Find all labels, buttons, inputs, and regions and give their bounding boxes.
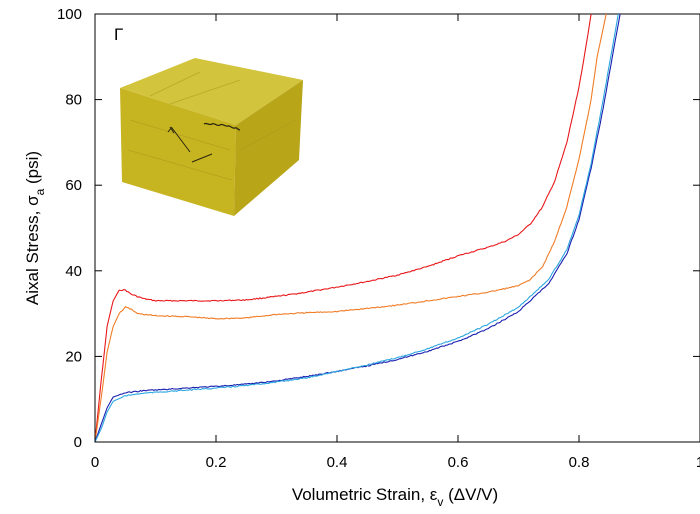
series-line-1 xyxy=(94,13,592,443)
x-axis-title-main: Volumetric Strain, ε xyxy=(292,485,438,504)
y-axis-title: Aixal Stress, σa (psi) xyxy=(23,151,47,305)
panel-label: Γ xyxy=(114,25,123,44)
x-tick-label: 0 xyxy=(91,454,99,471)
y-tick-label: 100 xyxy=(57,6,82,23)
x-tick-label: 0.8 xyxy=(569,454,590,471)
y-tick-label: 40 xyxy=(65,263,82,280)
y-tick-label: 80 xyxy=(65,92,82,109)
plot-border xyxy=(94,13,700,443)
series-line-4 xyxy=(94,13,619,443)
x-tick-label: 0.4 xyxy=(327,454,348,471)
y-axis-title-tail: (psi) xyxy=(23,151,42,189)
y-tick-label: 60 xyxy=(65,177,82,194)
specimen-arrow-marks xyxy=(167,126,213,163)
series-layer xyxy=(94,13,621,443)
y-tick-label: 20 xyxy=(65,348,82,365)
specimen-right-face xyxy=(234,80,303,216)
y-axis-title-sub: a xyxy=(33,188,47,195)
specimen-photo xyxy=(120,58,303,216)
x-tick-label: 0.2 xyxy=(206,454,227,471)
specimen-handwriting xyxy=(203,122,241,131)
specimen-top-face xyxy=(120,58,303,125)
specimen-front-face xyxy=(120,88,236,216)
y-tick-labels: 0 20 40 60 80 100 xyxy=(57,6,82,451)
series-line-2 xyxy=(94,13,607,443)
specimen-texture xyxy=(127,71,297,181)
y-tick-label: 0 xyxy=(74,434,82,451)
x-axis-title-tail: (ΔV/V) xyxy=(443,485,498,504)
x-tick-label: 0.6 xyxy=(448,454,469,471)
plot-frame xyxy=(94,13,700,443)
x-tick-label: 1 xyxy=(696,454,700,471)
tick-marks xyxy=(94,13,700,443)
x-axis-title-sub: v xyxy=(437,495,443,509)
x-tick-labels: 0 0.2 0.4 0.6 0.8 1 xyxy=(91,454,700,471)
y-axis-title-main: Aixal Stress, σ xyxy=(23,195,42,305)
x-axis-title: Volumetric Strain, εv (ΔV/V) xyxy=(292,485,498,509)
